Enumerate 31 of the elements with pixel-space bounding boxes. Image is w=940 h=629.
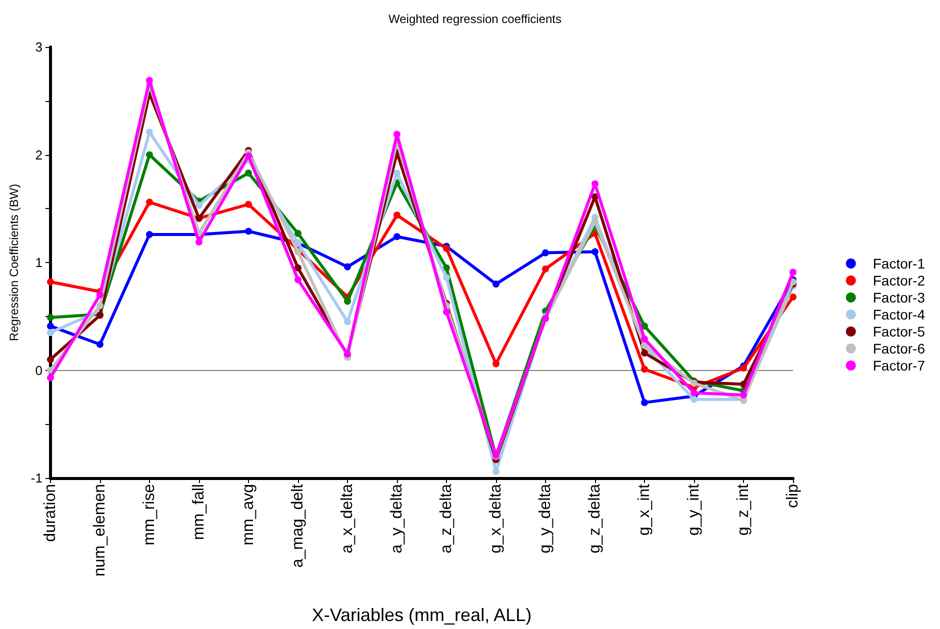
legend-label: Factor-3 bbox=[872, 290, 926, 306]
x-tick-label: a_y_delta bbox=[388, 484, 406, 554]
x-tick-label: g_y_int bbox=[685, 483, 702, 536]
x-tick-label: a_z_delta bbox=[438, 484, 455, 554]
x-tick-label: g_z_delta bbox=[586, 484, 604, 554]
x-axis-title: X-Variables (mm_real, ALL) bbox=[312, 605, 532, 625]
chart-title: Weighted regression coefficients bbox=[388, 12, 562, 26]
x-tick-label: g_y_delta bbox=[536, 484, 554, 554]
x-tick-label: clip bbox=[784, 484, 802, 508]
legend-label: Factor-7 bbox=[872, 358, 926, 374]
x-tick-label: mm_fall bbox=[190, 484, 208, 540]
legend-label: Factor-5 bbox=[872, 324, 926, 340]
x-tick-label: a_x_delta bbox=[338, 484, 356, 554]
y-tick-label: 2 bbox=[35, 147, 42, 162]
x-tick-label: mm_rise bbox=[140, 484, 158, 546]
x-tick-label: g_x_delta bbox=[487, 484, 504, 554]
x-tick-label: duration bbox=[42, 484, 59, 542]
x-tick-label: g_x_int bbox=[636, 483, 653, 536]
y-tick-label: -1 bbox=[30, 470, 42, 486]
legend-label: Factor-4 bbox=[872, 306, 926, 322]
x-tick-label: g_z_int bbox=[734, 483, 752, 536]
legend-label: Factor-6 bbox=[872, 340, 926, 356]
x-tick-label: num_elemen bbox=[91, 484, 108, 576]
legend-label: Factor-1 bbox=[872, 256, 926, 272]
y-axis-title: Regression Coefficients (BW) bbox=[7, 184, 21, 342]
y-tick-label: 1 bbox=[35, 255, 42, 270]
x-tick-label: mm_avg bbox=[240, 484, 257, 546]
y-tick-label: 0 bbox=[35, 362, 42, 378]
legend-label: Factor-2 bbox=[872, 272, 926, 288]
y-tick-label: 3 bbox=[35, 40, 42, 54]
x-tick-label: a_mag_delt bbox=[289, 483, 306, 568]
